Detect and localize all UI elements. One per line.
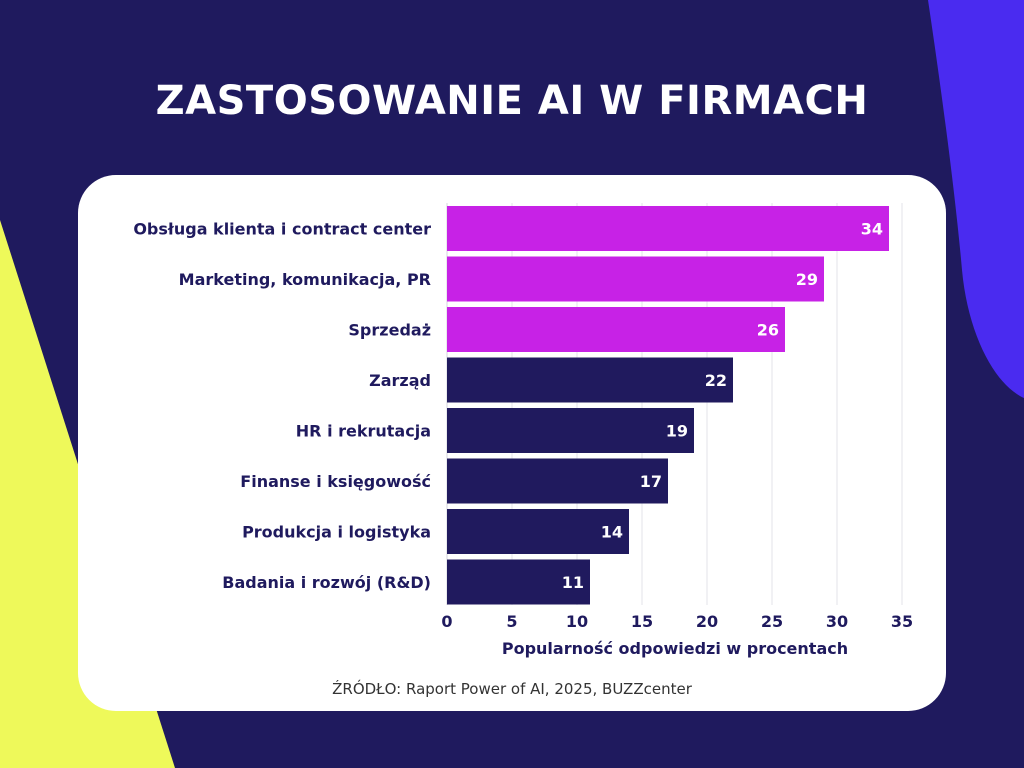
category-label: Finanse i księgowość xyxy=(240,472,431,491)
bars xyxy=(447,206,889,605)
category-label: Zarząd xyxy=(369,371,431,390)
bar xyxy=(447,509,629,554)
category-label: Sprzedaż xyxy=(348,321,431,340)
value-label: 22 xyxy=(705,371,727,390)
value-label: 26 xyxy=(757,321,779,340)
value-label: 11 xyxy=(562,573,584,592)
x-tick-label: 0 xyxy=(441,612,452,631)
value-label: 17 xyxy=(640,472,662,491)
bar xyxy=(447,256,824,302)
page-title: ZASTOSOWANIE AI W FIRMACH xyxy=(155,78,869,124)
bar xyxy=(447,559,590,605)
bar xyxy=(447,307,785,352)
category-label: Marketing, komunikacja, PR xyxy=(179,270,431,289)
x-tick-label: 5 xyxy=(506,612,517,631)
x-tick-label: 15 xyxy=(631,612,653,631)
category-label: HR i rekrutacja xyxy=(296,422,431,441)
x-tick-label: 10 xyxy=(566,612,588,631)
category-labels: Obsługa klienta i contract center Marketi… xyxy=(133,220,431,593)
x-tick-label: 35 xyxy=(891,612,913,631)
value-label: 34 xyxy=(861,220,883,239)
value-labels: 34 29 26 22 19 17 14 11 xyxy=(562,220,883,593)
category-label: Badania i rozwój (R&D) xyxy=(222,573,431,592)
value-label: 14 xyxy=(601,523,623,542)
value-label: 29 xyxy=(796,270,818,289)
bar xyxy=(447,408,694,453)
source-note: ŹRÓDŁO: Raport Power of AI, 2025, BUZZce… xyxy=(332,680,692,698)
x-tick-label: 20 xyxy=(696,612,718,631)
value-label: 19 xyxy=(666,422,688,441)
x-tick-label: 25 xyxy=(761,612,783,631)
category-label: Obsługa klienta i contract center xyxy=(133,220,431,239)
x-tick-labels: 0 5 10 15 20 25 30 35 xyxy=(441,612,913,631)
bar xyxy=(447,206,889,251)
blue-shape xyxy=(928,0,1024,398)
x-tick-label: 30 xyxy=(826,612,848,631)
category-label: Produkcja i logistyka xyxy=(242,523,431,542)
bar xyxy=(447,458,668,504)
bar xyxy=(447,357,733,403)
x-axis-label: Popularność odpowiedzi w procentach xyxy=(502,639,848,658)
